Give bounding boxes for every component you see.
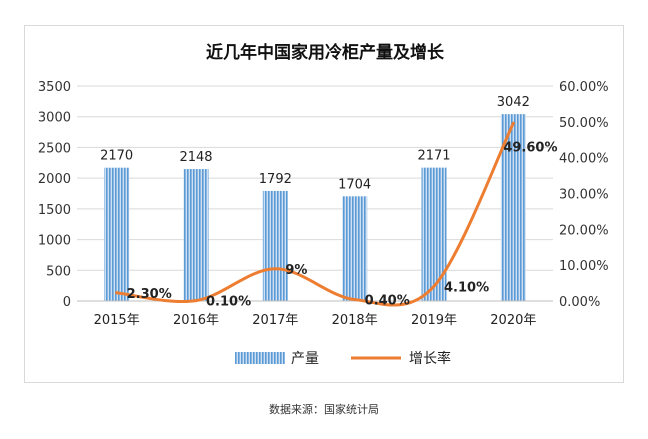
source-note: 数据来源：国家统计局 — [269, 403, 379, 416]
y-right-tick-label: 0.00% — [559, 295, 600, 310]
growth-rate-point — [353, 298, 357, 302]
legend-bar-swatch — [235, 352, 285, 364]
x-tick-label: 2015年 — [94, 313, 140, 328]
bar — [104, 167, 130, 301]
y-right-tick-label: 20.00% — [559, 223, 609, 238]
growth-rate-point — [273, 267, 277, 271]
growth-rate-label: 4.10% — [444, 280, 489, 295]
y-right-tick-label: 50.00% — [559, 116, 609, 131]
growth-rate-point — [194, 299, 198, 303]
legend-label: 增长率 — [409, 350, 451, 367]
y-right-tick-label: 40.00% — [559, 152, 609, 167]
bar-value-label: 2148 — [179, 150, 212, 165]
x-tick-label: 2018年 — [332, 313, 378, 328]
bar — [342, 196, 368, 301]
bar-value-label: 1704 — [338, 177, 371, 192]
x-tick-label: 2020年 — [490, 313, 536, 328]
growth-rate-point — [115, 291, 119, 295]
bar — [421, 167, 447, 301]
y-left-tick-label: 2500 — [38, 141, 71, 156]
bar — [183, 169, 209, 301]
y-left-tick-label: 1000 — [38, 234, 71, 249]
bar-value-label: 1792 — [259, 172, 292, 187]
x-tick-label: 2019年 — [411, 313, 457, 328]
growth-rate-label: 0.40% — [365, 294, 410, 309]
growth-rate-point — [432, 284, 436, 288]
y-left-tick-label: 1500 — [38, 203, 71, 218]
chart-title: 近几年中国家用冷柜产量及增长 — [206, 42, 445, 63]
y-left-tick-label: 2000 — [38, 172, 71, 187]
x-tick-label: 2017年 — [252, 313, 298, 328]
y-left-tick-label: 3500 — [38, 80, 71, 95]
bar-value-label: 2170 — [100, 149, 133, 164]
y-right-tick-label: 60.00% — [559, 80, 609, 95]
bar-value-label: 2171 — [417, 149, 450, 164]
growth-rate-label: 9% — [285, 263, 307, 278]
y-right-tick-label: 10.00% — [559, 259, 609, 274]
y-left-tick-label: 500 — [46, 264, 71, 279]
x-tick-label: 2016年 — [173, 313, 219, 328]
bar-value-label: 3042 — [497, 95, 530, 110]
y-left-tick-label: 0 — [63, 295, 71, 310]
chart-frame: 近几年中国家用冷柜产量及增长 0 500 1000 1500 2000 2500 3000 35… — [24, 25, 624, 383]
growth-rate-label: 49.60% — [503, 140, 557, 155]
legend-label: 产量 — [291, 351, 319, 367]
combo-chart: 近几年中国家用冷柜产量及增长 0 500 1000 1500 2000 2500 3000 35… — [38, 42, 609, 367]
bar — [262, 190, 288, 301]
y-left-tick-label: 3000 — [38, 111, 71, 126]
growth-rate-line — [115, 121, 515, 307]
growth-rate-point — [511, 121, 515, 125]
y-right-tick-label: 30.00% — [559, 188, 609, 203]
growth-rate-label: 2.30% — [127, 287, 172, 302]
growth-rate-label: 0.10% — [206, 295, 251, 310]
